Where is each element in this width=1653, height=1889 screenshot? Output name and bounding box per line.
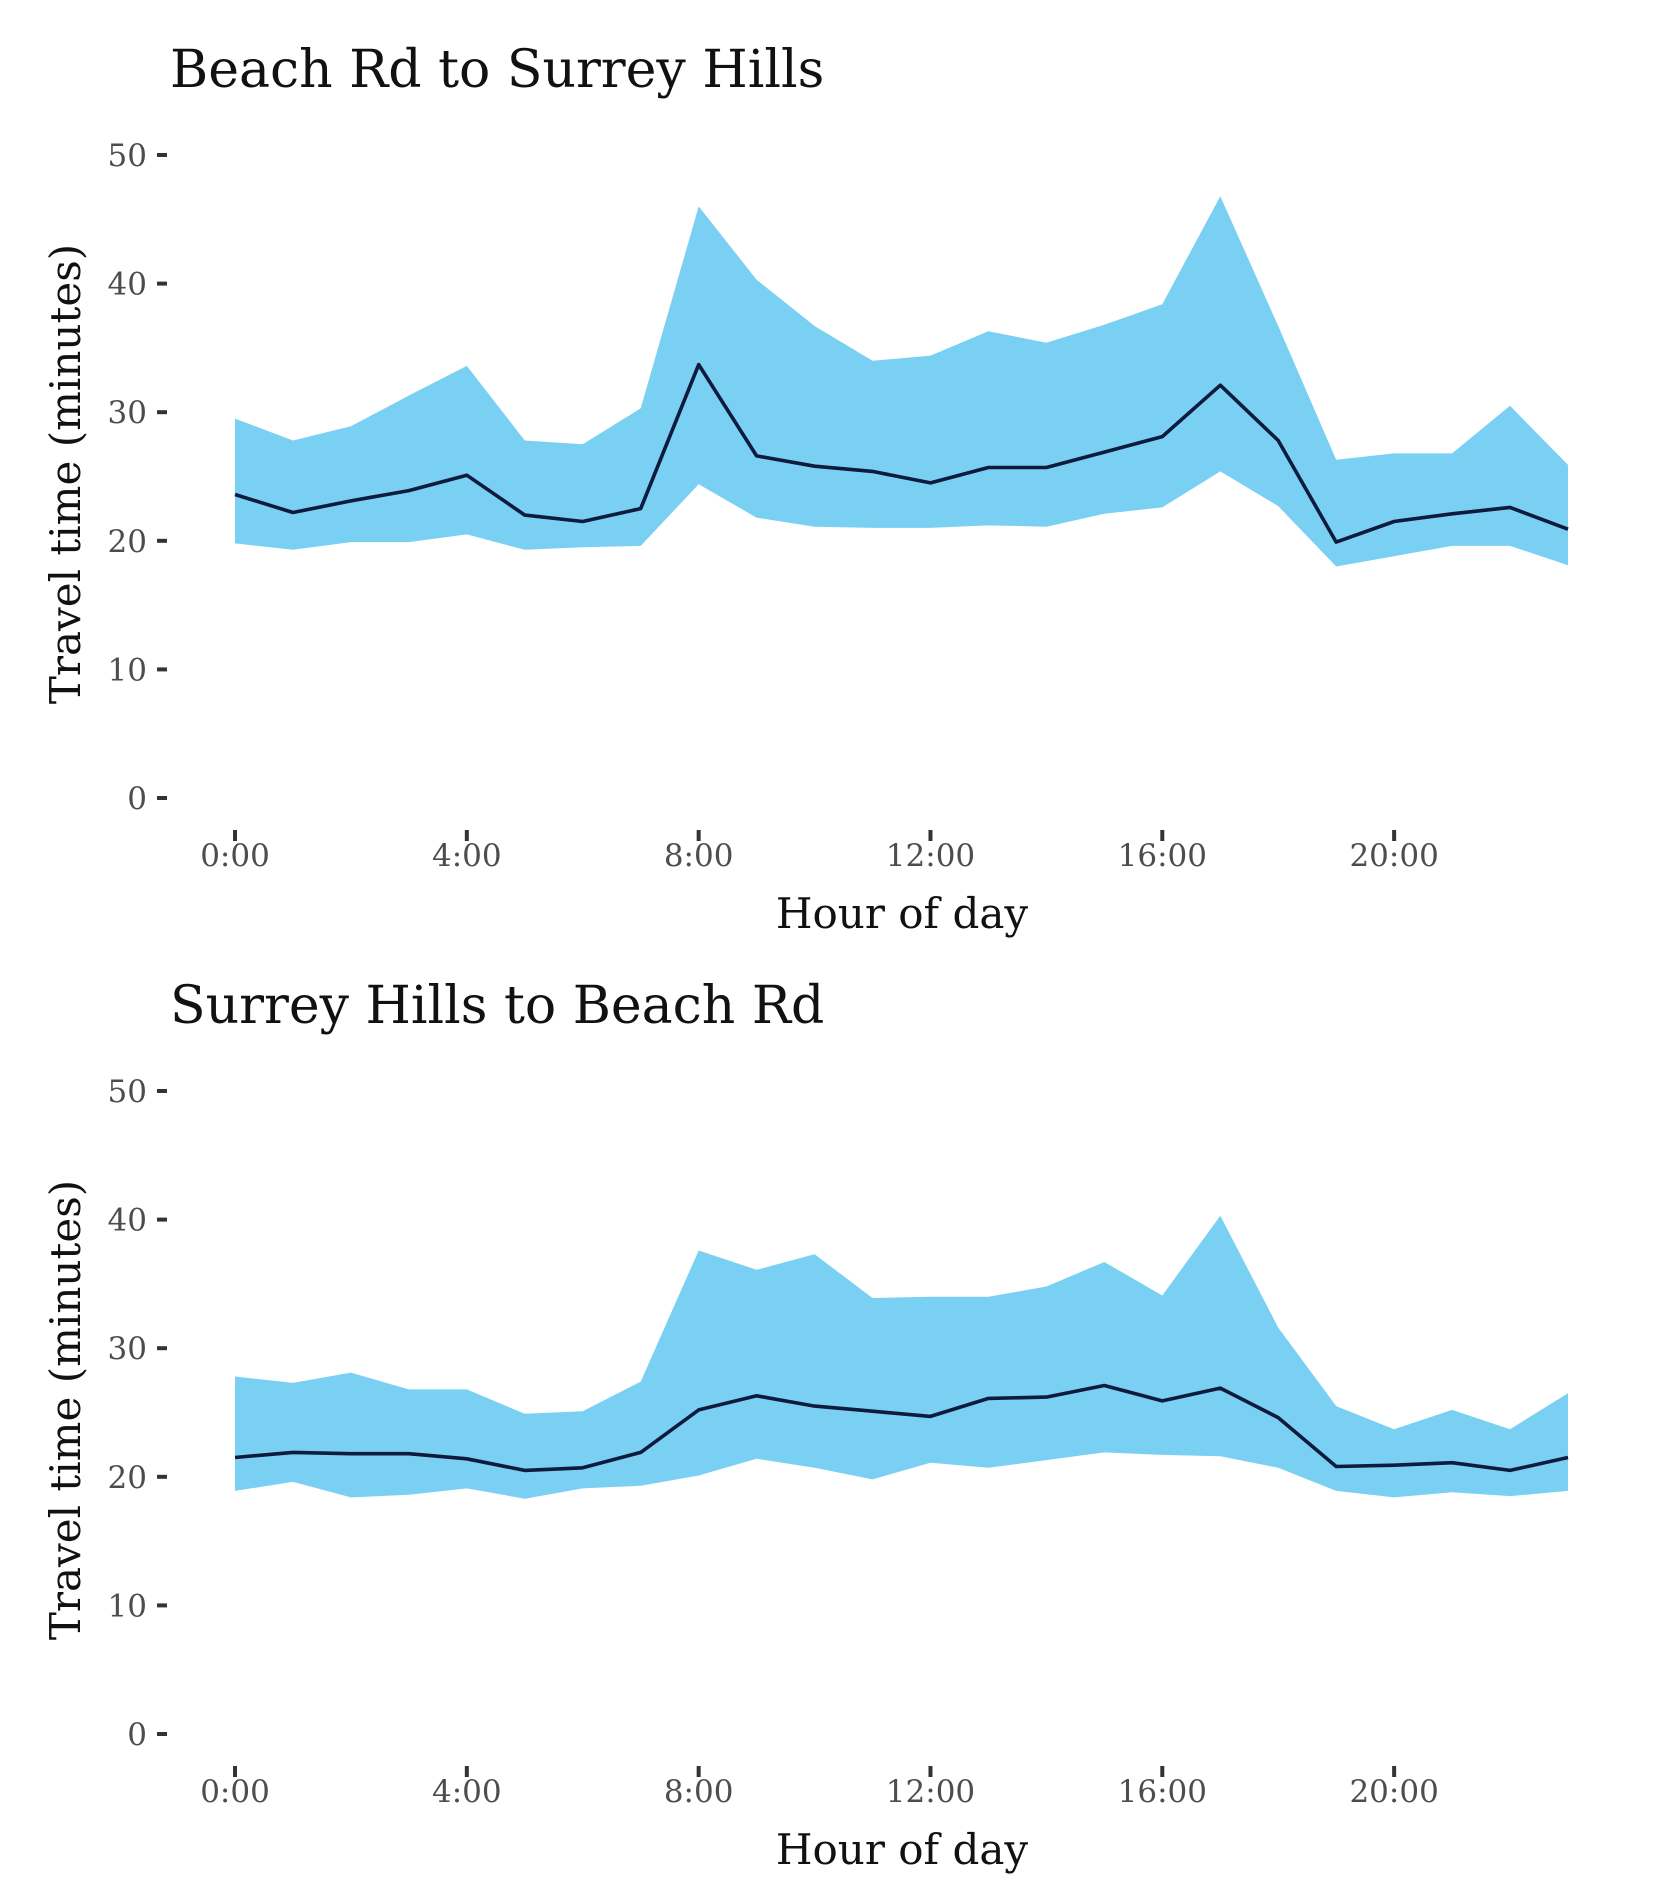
y-tick-label: 20 bbox=[108, 1460, 147, 1496]
y-tick-label: 0 bbox=[127, 781, 147, 817]
x-tick-label: 20:00 bbox=[1349, 1774, 1438, 1810]
plot-area: 0 10 20 30 40 50 0:00 4:00 8:00 12:00 16:00 20:00 bbox=[108, 138, 1569, 874]
x-tick-label: 16:00 bbox=[1118, 1774, 1207, 1810]
x-tick-label: 8:00 bbox=[664, 838, 734, 874]
y-tick-label: 40 bbox=[108, 1203, 147, 1239]
panel-title: Beach Rd to Surrey Hills bbox=[170, 40, 824, 100]
y-tick-label: 20 bbox=[108, 524, 147, 560]
panel-title: Surrey Hills to Beach Rd bbox=[170, 976, 824, 1036]
y-axis-title: Travel time (minutes) bbox=[41, 1180, 90, 1640]
x-tick-label: 4:00 bbox=[432, 1774, 502, 1810]
panel-beach-rd-to-surrey-hills: Beach Rd to Surrey Hills Travel time (mi… bbox=[41, 40, 1569, 938]
x-tick-label: 20:00 bbox=[1349, 838, 1438, 874]
y-tick-label: 10 bbox=[108, 1588, 147, 1624]
panel-surrey-hills-to-beach-rd: Surrey Hills to Beach Rd Travel time (mi… bbox=[41, 976, 1569, 1874]
range-ribbon bbox=[235, 1215, 1568, 1499]
y-tick-label: 10 bbox=[108, 652, 147, 688]
y-axis-title: Travel time (minutes) bbox=[41, 244, 90, 704]
x-axis-title: Hour of day bbox=[776, 1825, 1028, 1874]
y-tick-label: 50 bbox=[108, 1074, 147, 1110]
x-tick-label: 0:00 bbox=[200, 1774, 270, 1810]
y-tick-label: 0 bbox=[127, 1717, 147, 1753]
y-tick-label: 40 bbox=[108, 267, 147, 303]
x-tick-label: 8:00 bbox=[664, 1774, 734, 1810]
y-tick-label: 30 bbox=[108, 395, 147, 431]
x-tick-label: 0:00 bbox=[200, 838, 270, 874]
plot-area: 0 10 20 30 40 50 0:00 4:00 8:00 12:00 16:00 20:00 bbox=[108, 1074, 1569, 1810]
x-tick-label: 12:00 bbox=[886, 838, 975, 874]
x-tick-label: 12:00 bbox=[886, 1774, 975, 1810]
y-tick-label: 50 bbox=[108, 138, 147, 174]
y-tick-label: 30 bbox=[108, 1331, 147, 1367]
x-tick-label: 4:00 bbox=[432, 838, 502, 874]
x-tick-label: 16:00 bbox=[1118, 838, 1207, 874]
range-ribbon bbox=[235, 196, 1568, 567]
x-axis-title: Hour of day bbox=[776, 889, 1028, 938]
mean-line bbox=[234, 1383, 1569, 1473]
mean-line bbox=[234, 362, 1569, 544]
